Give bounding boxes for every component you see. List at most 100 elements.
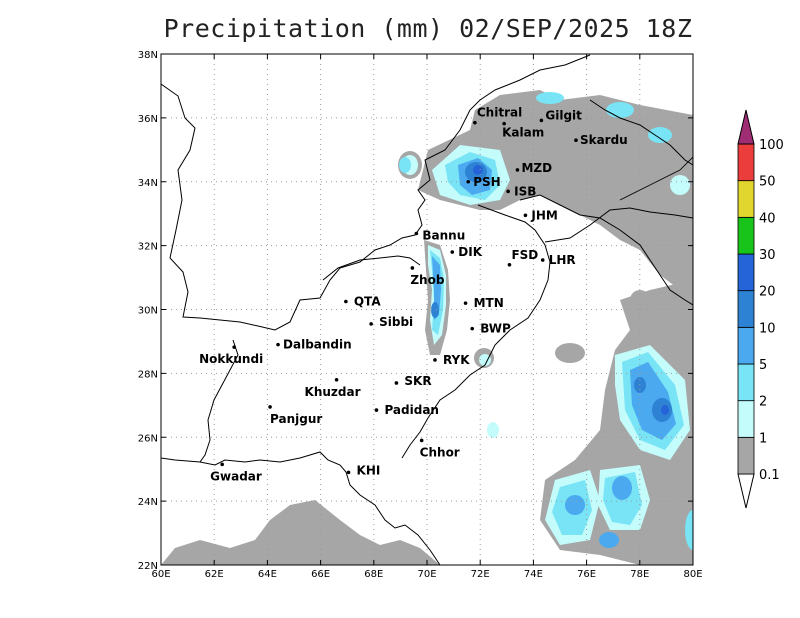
precip-area-cell <box>565 495 585 515</box>
axis-ticks: 60E 62E 64E 66E 68E 70E 72E 74E 76E 78E 80E 22N 24N 2… <box>138 50 703 580</box>
city-dot <box>502 121 506 126</box>
country-border <box>544 207 693 243</box>
city-label: Bannu <box>422 228 465 242</box>
city-bannu: Bannu <box>414 228 465 242</box>
river <box>619 156 693 201</box>
country-border <box>589 99 693 166</box>
city-dot <box>346 470 351 475</box>
city-label: BWP <box>480 322 511 336</box>
city-skr: SKR <box>394 374 432 388</box>
colorbar-min-triangle <box>737 473 755 509</box>
city-khuzdar: Khuzdar <box>305 377 361 399</box>
city-padidan: Padidan <box>374 403 439 417</box>
city-dot <box>232 345 236 349</box>
boundaries <box>161 54 693 565</box>
city-label: MZD <box>521 161 552 175</box>
city-dot <box>374 408 379 412</box>
city-dot <box>515 168 520 172</box>
city-label: Chhor <box>420 445 460 459</box>
precip-area-cell <box>536 92 564 104</box>
city-label: Gwadar <box>210 469 262 483</box>
city-jhm: JHM <box>523 208 558 222</box>
x-tick-label: 74E <box>524 569 543 580</box>
city-khi: KHI <box>346 463 381 477</box>
colorbar-max-triangle <box>737 109 755 145</box>
y-tick-label: 28N <box>138 369 158 380</box>
city-isb: ISB <box>506 184 536 198</box>
city-dot <box>540 258 545 262</box>
city-mtn: MTN <box>463 296 504 310</box>
precip-area-cell <box>399 157 411 173</box>
city-fsd: FSD <box>507 248 538 267</box>
y-tick-label: 32N <box>138 242 158 253</box>
city-label: QTA <box>354 295 381 309</box>
city-dot <box>574 138 578 143</box>
city-label: Skardu <box>580 133 628 147</box>
precip-area-cell <box>431 302 439 318</box>
city-dot <box>507 262 512 267</box>
city-dot <box>394 381 399 385</box>
city-dot <box>220 462 224 467</box>
city-dik: DIK <box>450 245 483 259</box>
precip-area-cell <box>648 127 672 143</box>
y-tick-label: 36N <box>138 114 158 125</box>
city-chitral: Chitral <box>473 106 522 125</box>
city-label: PSH <box>473 175 500 189</box>
x-tick-label: 72E <box>471 569 490 580</box>
x-tick-label: 78E <box>630 569 649 580</box>
city-dot <box>450 250 455 254</box>
x-tick-label: 64E <box>258 569 277 580</box>
precip-area-cell <box>606 102 634 118</box>
map-title: Precipitation (mm) 02/SEP/2025 18Z <box>163 14 693 43</box>
city-zhob: Zhob <box>410 266 445 287</box>
colorbar: 0.1 1 2 5 10 20 30 40 50 100 <box>737 109 784 509</box>
city-dot <box>463 301 468 305</box>
colorbar-swatch <box>737 363 755 402</box>
city-psh: PSH <box>466 175 501 189</box>
colorbar-label: 50 <box>759 175 776 190</box>
country-border <box>161 54 591 331</box>
country-border <box>519 194 693 306</box>
colorbar-swatch <box>737 180 755 218</box>
x-tick-label: 62E <box>205 569 224 580</box>
city-mzd: MZD <box>515 161 552 175</box>
city-label: ISB <box>514 184 536 198</box>
precip-area-cell <box>599 532 619 548</box>
precip-layer <box>161 90 693 565</box>
city-label: MTN <box>474 296 504 310</box>
city-label: Dalbandin <box>283 338 352 352</box>
precip-area-cell <box>670 175 690 195</box>
x-tick-label: 66E <box>311 569 330 580</box>
city-lhr: LHR <box>540 253 576 267</box>
y-tick-label: 30N <box>138 306 158 317</box>
precip-area-cell <box>473 165 483 175</box>
precip-area-cell <box>487 422 499 438</box>
colorbar-swatch <box>737 400 755 438</box>
city-label: KHI <box>357 463 381 477</box>
colorbar-label: 10 <box>759 321 776 336</box>
city-label: SKR <box>404 374 431 388</box>
city-dot <box>369 322 373 326</box>
colorbar-swatch <box>737 253 755 292</box>
city-label: LHR <box>549 253 576 267</box>
colorbar-swatch <box>737 290 755 328</box>
city-skardu: Skardu <box>574 133 628 147</box>
city-label: Chitral <box>477 106 522 120</box>
precip-area-cell <box>479 354 491 366</box>
city-chhor: Chhor <box>420 438 460 459</box>
city-label: JHM <box>530 208 557 222</box>
y-tick-label: 26N <box>138 433 158 444</box>
city-dot <box>473 120 477 125</box>
colorbar-swatch <box>737 436 755 475</box>
city-nokkundi: Nokkundi <box>199 345 263 366</box>
precip-area-southwest <box>161 500 440 565</box>
colorbar-label: 20 <box>759 285 776 300</box>
y-tick-label: 24N <box>138 497 158 508</box>
city-gwadar: Gwadar <box>210 462 262 483</box>
city-ryk: RYK <box>433 353 470 367</box>
colorbar-swatch <box>737 326 755 365</box>
city-bwp: BWP <box>470 322 511 336</box>
x-tick-label: 80E <box>683 569 702 580</box>
